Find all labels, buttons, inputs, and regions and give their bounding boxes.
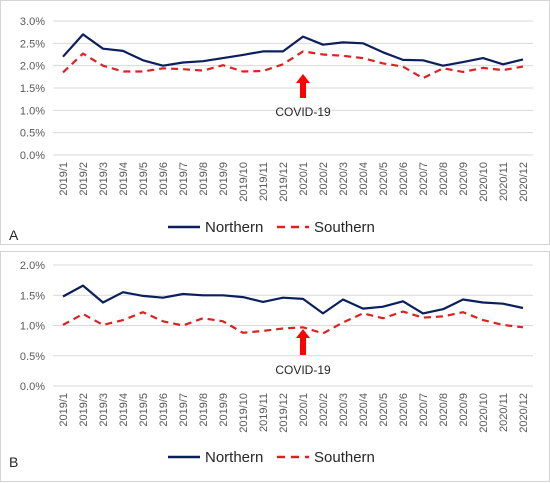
x-tick-label: 2020/7 bbox=[418, 393, 430, 427]
x-tick-label: 2019/2 bbox=[78, 393, 90, 427]
x-tick-label: 2019/2 bbox=[78, 162, 90, 196]
x-tick-label: 2019/8 bbox=[198, 162, 210, 196]
y-tick-label: 2.0% bbox=[20, 260, 45, 272]
x-tick-label: 2020/1 bbox=[298, 393, 310, 427]
y-tick-label: 2.0% bbox=[20, 61, 45, 73]
x-tick-label: 2020/10 bbox=[478, 162, 490, 202]
x-tick-label: 2019/4 bbox=[118, 162, 130, 196]
annotation-label: COVID-19 bbox=[275, 363, 331, 377]
legend-label-northern: Northern bbox=[205, 219, 263, 236]
y-tick-label: 1.5% bbox=[20, 290, 45, 302]
series-line-southern bbox=[62, 50, 524, 80]
x-tick-label: 2019/12 bbox=[278, 393, 290, 433]
x-tick-label: 2020/2 bbox=[318, 162, 330, 196]
x-tick-label: 2019/3 bbox=[98, 162, 110, 196]
chart-panel-b: 0.0% 0.5% 1.0% 1.5% 2.0% 2019/1 2019/2 2019/3 20… bbox=[0, 251, 550, 482]
annotation-arrow-shaft bbox=[300, 337, 306, 355]
x-tick-label: 2019/10 bbox=[238, 393, 250, 433]
x-tick-label: 2019/9 bbox=[218, 162, 230, 196]
x-tick-label: 2020/6 bbox=[398, 393, 410, 427]
x-tick-label: 2019/5 bbox=[138, 393, 150, 427]
legend-label-southern: Southern bbox=[314, 219, 375, 236]
x-tick-label: 2020/6 bbox=[398, 162, 410, 196]
x-tick-label: 2019/4 bbox=[118, 393, 130, 427]
series-line-northern bbox=[62, 33, 524, 67]
x-tick-label: 2020/3 bbox=[338, 393, 350, 427]
x-tick-label: 2019/11 bbox=[258, 393, 270, 432]
x-tick-label: 2019/3 bbox=[98, 393, 110, 427]
x-tick-label: 2020/5 bbox=[378, 162, 390, 196]
x-tick-label: 2020/8 bbox=[438, 393, 450, 427]
x-tick-label: 2019/6 bbox=[158, 393, 170, 427]
x-tick-label: 2020/9 bbox=[458, 162, 470, 196]
chart-a-svg: 0.0% 0.5% 1.0% 1.5% 2.0% 2.5% 3.0% 2019/1 2019/2… bbox=[9, 16, 533, 243]
x-tick-label: 2019/11 bbox=[258, 162, 270, 201]
x-tick-label: 2020/4 bbox=[358, 393, 370, 427]
y-tick-label: 0.5% bbox=[20, 351, 45, 363]
series-line-northern bbox=[62, 284, 524, 315]
y-tick-label: 2.5% bbox=[20, 38, 45, 50]
x-tick-label: 2019/8 bbox=[198, 393, 210, 427]
x-tick-label: 2019/5 bbox=[138, 162, 150, 196]
x-tick-label: 2020/3 bbox=[338, 162, 350, 196]
x-tick-label: 2019/1 bbox=[58, 393, 70, 427]
y-tick-label: 1.5% bbox=[20, 83, 45, 95]
x-tick-label: 2020/2 bbox=[318, 393, 330, 427]
panel-label: A bbox=[9, 227, 19, 243]
y-tick-label: 0.0% bbox=[20, 381, 45, 393]
annotation-label: COVID-19 bbox=[275, 105, 331, 119]
x-tick-label: 2020/1 bbox=[298, 162, 310, 196]
annotation-arrow-head bbox=[296, 329, 310, 338]
x-tick-label: 2020/9 bbox=[458, 393, 470, 427]
y-tick-label: 0.5% bbox=[20, 128, 45, 140]
x-tick-label: 2020/11 bbox=[498, 162, 510, 201]
x-tick-label: 2020/8 bbox=[438, 162, 450, 196]
x-tick-label: 2020/12 bbox=[518, 162, 530, 202]
x-tick-label: 2020/12 bbox=[518, 393, 530, 433]
y-tick-label: 0.0% bbox=[20, 150, 45, 162]
x-tick-label: 2020/7 bbox=[418, 162, 430, 196]
series-line-southern bbox=[62, 310, 524, 335]
x-tick-label: 2019/1 bbox=[58, 162, 70, 196]
x-tick-label: 2020/10 bbox=[478, 393, 490, 433]
chart-b-svg: 0.0% 0.5% 1.0% 1.5% 2.0% 2019/1 2019/2 2019/3 20… bbox=[9, 260, 533, 470]
y-tick-label: 1.0% bbox=[20, 321, 45, 333]
annotation-arrow-shaft bbox=[300, 82, 306, 98]
y-tick-label: 1.0% bbox=[20, 105, 45, 117]
x-tick-label: 2020/5 bbox=[378, 393, 390, 427]
x-tick-label: 2019/12 bbox=[278, 162, 290, 202]
legend-label-southern: Southern bbox=[314, 449, 375, 466]
x-tick-label: 2020/11 bbox=[498, 393, 510, 432]
x-tick-label: 2019/10 bbox=[238, 162, 250, 202]
x-tick-label: 2020/4 bbox=[358, 162, 370, 196]
legend-label-northern: Northern bbox=[205, 449, 263, 466]
panel-label: B bbox=[9, 454, 18, 470]
y-tick-label: 3.0% bbox=[20, 16, 45, 28]
x-tick-label: 2019/7 bbox=[178, 393, 190, 427]
x-tick-label: 2019/6 bbox=[158, 162, 170, 196]
x-tick-label: 2019/7 bbox=[178, 162, 190, 196]
x-tick-label: 2019/9 bbox=[218, 393, 230, 427]
chart-panel-a: 0.0% 0.5% 1.0% 1.5% 2.0% 2.5% 3.0% 2019/1 2019/2… bbox=[0, 0, 550, 245]
annotation-arrow-head bbox=[296, 74, 310, 83]
